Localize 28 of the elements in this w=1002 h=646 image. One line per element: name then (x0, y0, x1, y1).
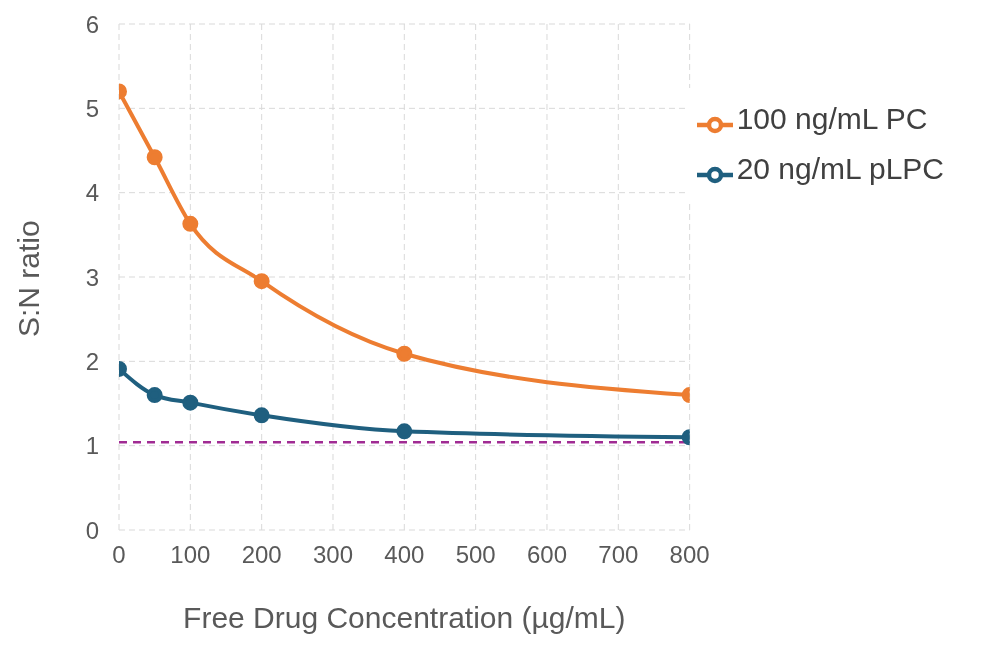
point (253, 273, 270, 290)
x-tick-label: 400 (384, 541, 425, 569)
y-tick-label: 4 (85, 179, 99, 207)
y-tick-label: 5 (85, 94, 99, 122)
x-tick-label: 700 (598, 541, 639, 569)
x-tick-label: 500 (455, 541, 496, 569)
point (146, 149, 163, 166)
x-tick-label: 800 (669, 541, 710, 569)
y-tick-label: 1 (85, 432, 99, 460)
y-tick-label: 0 (85, 516, 99, 544)
y-axis-title: S:N ratio (11, 220, 45, 337)
point (253, 407, 270, 424)
point (182, 394, 199, 411)
x-tick-label: 300 (312, 541, 354, 569)
point (182, 215, 199, 232)
y-tick-label: 2 (85, 347, 99, 375)
y-tick-label: 6 (85, 10, 99, 38)
x-tick-label: 600 (526, 541, 567, 569)
y-tick-label: 3 (85, 263, 99, 291)
point (396, 345, 413, 362)
legend-label: 100 ng/mL PC (736, 102, 928, 135)
x-tick-label: 0 (112, 541, 126, 569)
x-axis-title: Free Drug Concentration (µg/mL) (183, 601, 626, 634)
x-tick-label: 100 (170, 541, 211, 569)
legend-label: 20 ng/mL pLPC (736, 152, 944, 185)
point (146, 387, 163, 404)
x-tick-label: 200 (241, 541, 282, 569)
point (396, 423, 413, 440)
